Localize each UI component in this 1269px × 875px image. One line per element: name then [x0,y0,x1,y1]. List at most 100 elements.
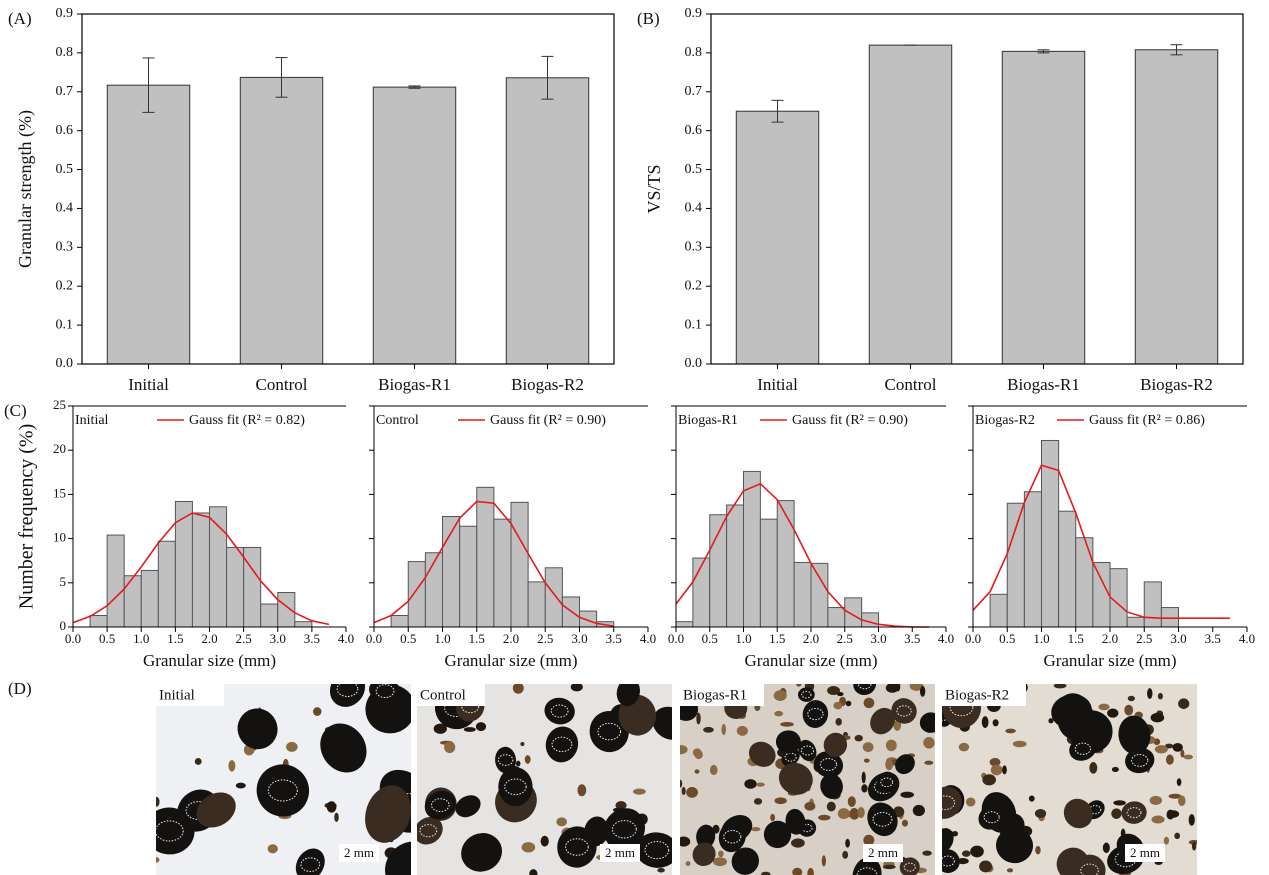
x-tick-label: 1.0 [1033,631,1049,646]
fragment [1034,808,1047,818]
fragment [919,685,926,697]
fragment [529,869,538,875]
y-axis-label: VS/TS [644,164,664,213]
y-tick-label: 0.0 [685,356,703,371]
y-tick-label: 0.6 [685,123,703,138]
histogram-bar [827,607,846,628]
histogram-bar [191,512,210,628]
y-tick-label: 20 [53,441,66,456]
x-tick-label: Biogas-R1 [1007,375,1080,394]
fragment [1151,815,1165,824]
granule-rim [336,684,359,697]
granule [696,824,716,849]
fragment [1124,704,1134,716]
fragment [1157,692,1163,700]
fragment [753,798,763,805]
photo [680,684,935,875]
granule [589,711,629,753]
photo-label-bg [417,684,485,706]
fragment [990,764,1003,776]
granule [919,712,935,733]
histogram-bar [459,525,478,628]
fragment [1191,841,1197,851]
granule [942,849,960,873]
fragment [761,871,771,875]
fragment [924,760,934,765]
y-tick-label: 0.3 [56,240,74,255]
histogram-bar [810,562,829,628]
granule [775,730,801,754]
fragment [709,764,718,776]
x-tick-label: Biogas-R2 [511,375,584,394]
histogram-bar [407,561,426,628]
fragment [334,812,339,823]
fragment [1172,742,1183,752]
fragment [882,864,896,870]
bar [106,84,191,365]
granule [895,754,915,775]
fragment [1168,793,1182,799]
y-tick-label: 0.6 [56,123,74,138]
histogram-bar [527,581,546,628]
granule-rim [497,754,514,766]
fragment [721,723,726,736]
granule [256,764,310,817]
granule [731,847,760,875]
fragment [893,719,902,731]
granule [797,687,815,702]
granule-rim [504,778,527,796]
granule [785,808,806,835]
photo [417,684,672,875]
granule [1073,854,1106,875]
histogram-bar [140,569,159,628]
granule [295,848,325,875]
x-tick-label: 4.0 [640,631,656,646]
granule-rim [896,705,912,717]
x-axis-label: Granular size (mm) [444,651,577,670]
fragment [827,686,841,696]
fragment [854,734,863,742]
x-tick-label: 0.0 [668,631,684,646]
granule-rim [819,758,838,771]
legend-label: Gauss fit (R² = 0.90) [490,413,606,428]
fragment [845,700,852,707]
fragment [861,784,868,793]
fragment [696,712,701,725]
y-tick-label: 0.8 [685,45,703,60]
granule-rim [800,745,815,756]
granule [320,723,367,773]
fragment [1005,728,1016,734]
histogram-bar [793,561,812,628]
x-tick-label: 3.0 [1170,631,1186,646]
fragment [804,801,816,811]
fit-curve [373,500,614,627]
granule [365,785,411,843]
fragment [989,757,1001,767]
granule [998,813,1025,840]
y-tick-label: 5 [60,574,67,589]
bar [735,110,820,365]
scale-label: 2 mm [1130,845,1160,860]
histogram-bar [1006,502,1025,628]
fragment [1178,698,1190,709]
legend-label: Gauss fit (R² = 0.82) [189,413,305,428]
fragment [863,834,875,846]
histogram-bar [544,567,563,628]
granule [424,790,456,820]
fragment [1183,754,1193,760]
granule-rim [267,779,298,802]
granule [652,706,672,740]
fragment [818,814,831,821]
fragment [633,788,646,795]
x-tick-label: 0.0 [65,631,81,646]
granule [385,841,411,875]
histogram-bar [510,501,529,628]
granule [870,707,895,735]
histogram-bar [390,615,409,628]
x-axis-label: Granular size (mm) [744,651,877,670]
fragment [692,748,702,757]
fragment [194,758,202,765]
fragment [979,860,993,873]
fragment [1174,832,1181,840]
photo-label-bg [156,684,224,706]
